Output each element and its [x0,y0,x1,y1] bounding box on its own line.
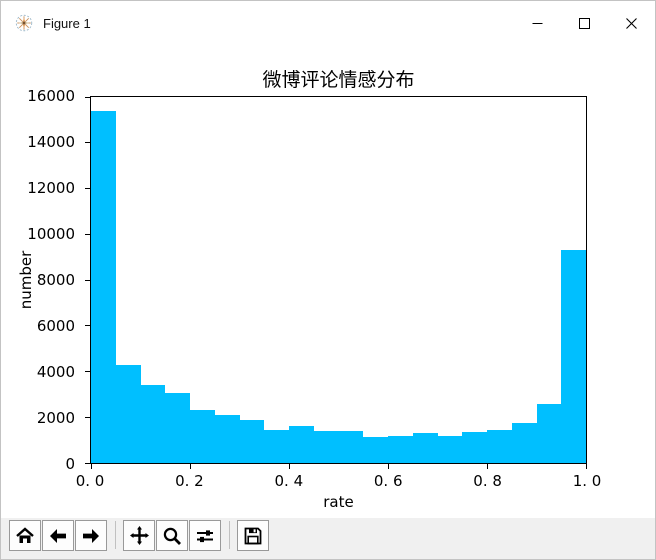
y-tick-label: 16000 [27,87,75,105]
x-tick-label: 0. 0 [75,472,105,490]
configure-subplots-button[interactable] [189,520,221,551]
home-button[interactable] [9,520,41,551]
y-tick-label: 0 [65,455,75,473]
magnifier-icon [163,527,181,545]
histogram-bar [140,385,166,463]
move-icon [129,526,149,545]
y-tick-label: 2000 [36,409,75,427]
zoom-button[interactable] [156,520,188,551]
histogram-bar [239,419,265,463]
pan-button[interactable] [123,520,155,551]
home-icon [16,526,34,543]
histogram-bar [363,437,388,463]
maximize-button[interactable] [561,1,608,45]
histogram-bar [487,429,512,463]
back-button[interactable] [42,520,74,551]
histogram-bar [412,433,438,463]
histogram-bar [536,404,562,463]
histogram-bar [388,436,413,463]
y-tick-mark [85,462,90,464]
y-tick-mark [85,96,90,98]
maximize-icon [579,17,590,29]
x-tick-label: 0. 6 [373,472,403,490]
histogram-bar [289,426,314,463]
histogram-bar [511,422,537,463]
histogram-bar [91,110,116,463]
y-axis-tick-labels: 0 2000 4000 6000 8000 10000 12000 14000 16000 [1,87,83,473]
x-tick-label: 0. 8 [473,472,502,490]
x-tick-mark [387,464,389,469]
x-axis-tick-labels: 0. 0 0. 2 0. 4 0. 6 0. 8 1. 0 [76,472,602,492]
figure-canvas[interactable]: 微博评论情感分布 0 2000 4000 6000 8000 10000 12000 1400… [1,45,655,518]
x-tick-mark [288,464,290,469]
x-tick-label: 1. 0 [572,472,602,490]
histogram-bar [338,431,364,463]
y-tick-mark [85,325,90,327]
plot-area[interactable] [85,96,587,469]
y-tick-label: 10000 [27,225,75,243]
y-tick-mark [85,416,90,418]
x-tick-mark [585,464,587,469]
histogram-bar [214,415,240,463]
matplotlib-logo-icon [15,14,33,32]
chart-title: 微博评论情感分布 [262,69,415,91]
y-tick-label: 6000 [36,317,75,335]
window-controls [514,1,655,45]
x-tick-mark [189,464,191,469]
y-tick-label: 12000 [27,179,75,197]
histogram-bar [190,409,215,463]
toolbar-separator [229,521,230,549]
histogram-bar [462,432,487,463]
x-tick-label: 0. 4 [274,472,304,490]
histogram-bar [313,431,339,463]
y-axis-label: number [17,250,35,310]
x-axis-label: rate [323,493,354,511]
forward-button[interactable] [75,520,107,551]
arrow-left-icon [50,528,66,543]
histogram-bar [437,436,463,463]
navigation-toolbar [1,518,655,559]
title-bar: Figure 1 [1,1,655,45]
y-tick-mark [85,279,90,281]
close-icon [626,17,637,29]
arrow-right-icon [83,528,99,543]
close-button[interactable] [608,1,655,45]
x-tick-mark [486,464,488,469]
y-tick-label: 14000 [27,133,75,151]
save-button[interactable] [237,520,269,551]
y-tick-label: 8000 [36,271,75,289]
y-tick-mark [85,142,90,144]
window-title: Figure 1 [43,15,91,31]
toolbar-separator [115,521,116,549]
floppy-icon [244,527,262,544]
x-tick-mark [90,464,92,469]
histogram-bar [115,364,141,463]
minimize-button[interactable] [514,1,561,45]
histogram-bar [264,429,289,463]
sliders-icon [197,529,213,542]
x-tick-label: 0. 2 [175,472,204,490]
y-tick-label: 4000 [36,363,75,381]
histogram-bar [561,250,586,463]
y-tick-mark [85,233,90,235]
y-tick-mark [85,371,90,372]
minimize-icon [532,22,543,24]
y-tick-mark [85,188,90,189]
histogram-bar [165,393,190,463]
